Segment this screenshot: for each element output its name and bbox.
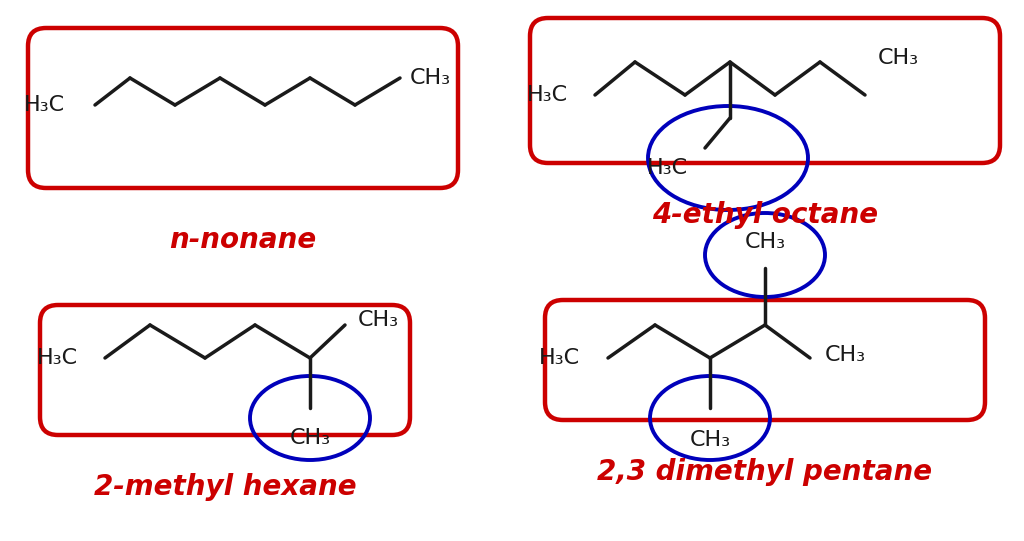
Text: H₃C: H₃C (37, 348, 78, 368)
Text: n-nonane: n-nonane (169, 226, 316, 254)
Text: H₃C: H₃C (647, 158, 688, 178)
Text: CH₃: CH₃ (825, 345, 866, 365)
Text: 2-methyl hexane: 2-methyl hexane (93, 473, 356, 501)
Text: CH₃: CH₃ (689, 430, 730, 450)
Text: 4-ethyl octane: 4-ethyl octane (652, 201, 878, 229)
Text: H₃C: H₃C (539, 348, 580, 368)
Text: CH₃: CH₃ (290, 428, 331, 448)
Text: CH₃: CH₃ (744, 232, 785, 252)
Text: CH₃: CH₃ (358, 310, 399, 330)
Text: CH₃: CH₃ (410, 68, 452, 88)
Text: CH₃: CH₃ (878, 48, 920, 68)
Text: 2,3 dimethyl pentane: 2,3 dimethyl pentane (597, 458, 933, 486)
Text: H₃C: H₃C (24, 95, 65, 115)
Text: H₃C: H₃C (527, 85, 568, 105)
